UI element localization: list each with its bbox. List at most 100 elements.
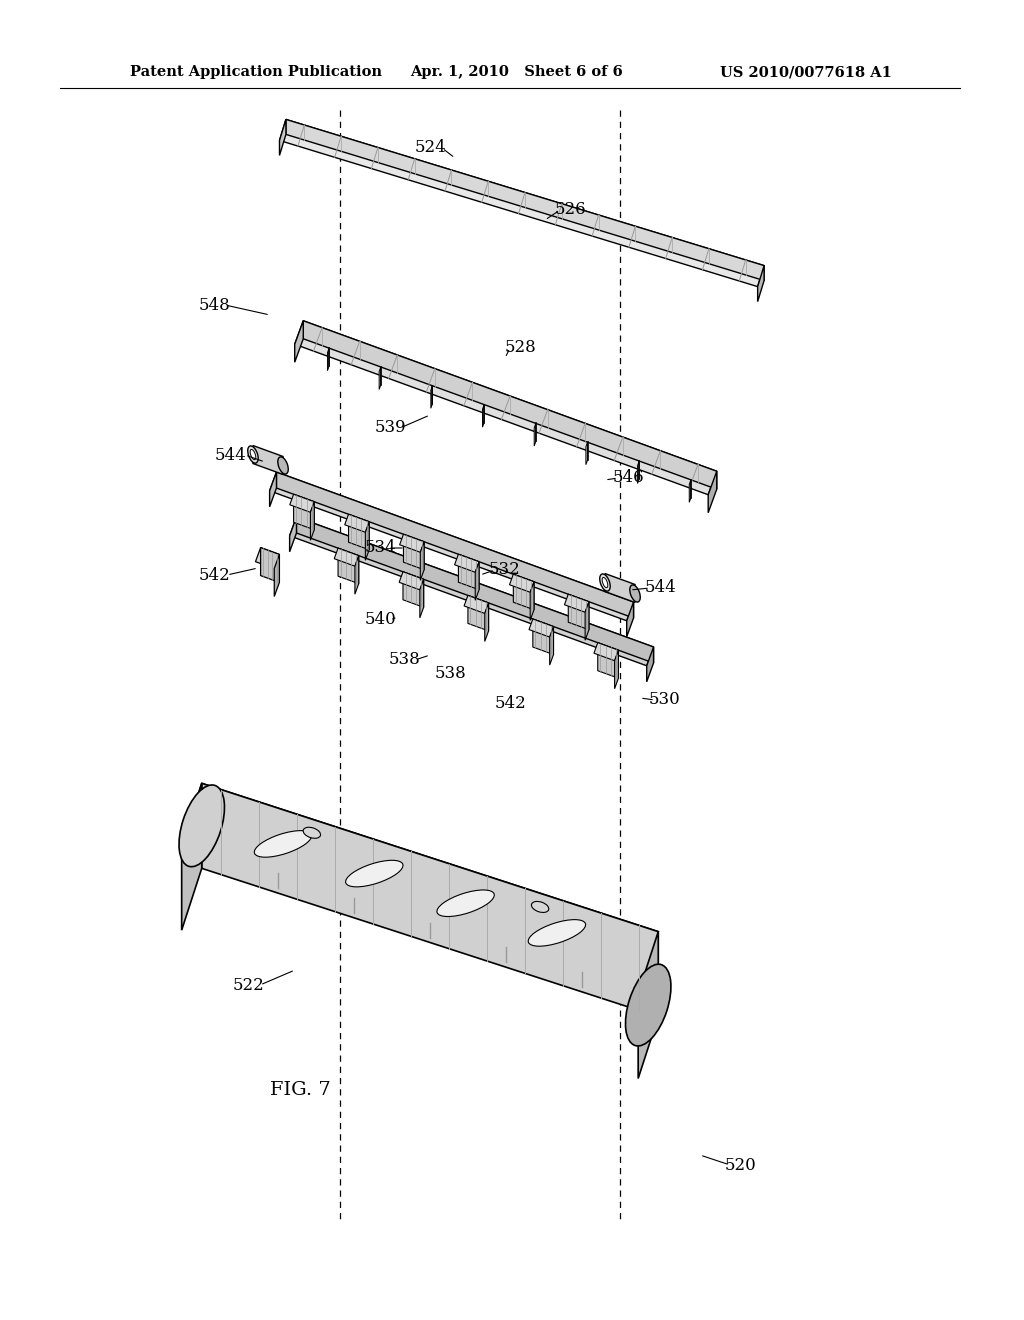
Polygon shape xyxy=(310,502,314,540)
Polygon shape xyxy=(689,480,691,503)
Polygon shape xyxy=(468,595,488,631)
Polygon shape xyxy=(260,548,280,582)
Text: 520: 520 xyxy=(724,1156,756,1173)
Polygon shape xyxy=(627,602,634,636)
Polygon shape xyxy=(334,548,358,566)
Polygon shape xyxy=(255,548,280,569)
Text: 542: 542 xyxy=(199,566,230,583)
Polygon shape xyxy=(276,473,634,618)
Ellipse shape xyxy=(346,861,403,887)
Text: Patent Application Publication: Patent Application Publication xyxy=(130,65,382,79)
Polygon shape xyxy=(269,473,634,620)
Polygon shape xyxy=(585,602,589,640)
Text: 528: 528 xyxy=(504,339,536,356)
Polygon shape xyxy=(586,442,588,465)
Ellipse shape xyxy=(179,785,224,867)
Ellipse shape xyxy=(250,449,256,459)
Polygon shape xyxy=(295,321,303,362)
Polygon shape xyxy=(459,554,479,590)
Polygon shape xyxy=(294,494,314,529)
Polygon shape xyxy=(564,594,589,612)
Text: 544: 544 xyxy=(214,446,246,463)
Polygon shape xyxy=(431,385,432,408)
Text: 540: 540 xyxy=(365,611,396,628)
Polygon shape xyxy=(379,367,381,389)
Polygon shape xyxy=(366,521,370,560)
Polygon shape xyxy=(295,321,717,495)
Text: 534: 534 xyxy=(365,540,396,557)
Polygon shape xyxy=(484,603,488,642)
Polygon shape xyxy=(403,535,424,570)
Polygon shape xyxy=(709,471,717,512)
Polygon shape xyxy=(482,405,484,428)
Ellipse shape xyxy=(626,964,671,1045)
Ellipse shape xyxy=(528,920,586,946)
Text: 548: 548 xyxy=(199,297,230,314)
Polygon shape xyxy=(475,562,479,601)
Text: 530: 530 xyxy=(649,692,681,709)
Ellipse shape xyxy=(531,902,549,912)
Polygon shape xyxy=(253,446,283,474)
Polygon shape xyxy=(269,473,276,507)
Polygon shape xyxy=(290,517,297,552)
Polygon shape xyxy=(510,574,534,593)
Ellipse shape xyxy=(248,446,258,463)
Text: US 2010/0077618 A1: US 2010/0077618 A1 xyxy=(720,65,892,79)
Ellipse shape xyxy=(278,457,289,474)
Polygon shape xyxy=(594,643,618,661)
Polygon shape xyxy=(647,647,653,681)
Polygon shape xyxy=(758,265,764,302)
Polygon shape xyxy=(550,627,554,665)
Ellipse shape xyxy=(600,574,610,591)
Polygon shape xyxy=(638,461,639,483)
Polygon shape xyxy=(455,554,479,573)
Text: 544: 544 xyxy=(644,579,676,597)
Ellipse shape xyxy=(254,830,311,857)
Polygon shape xyxy=(420,579,424,618)
Polygon shape xyxy=(181,783,202,931)
Polygon shape xyxy=(605,573,635,602)
Polygon shape xyxy=(464,595,488,614)
Text: FIG. 7: FIG. 7 xyxy=(269,1081,331,1100)
Polygon shape xyxy=(348,515,370,549)
Polygon shape xyxy=(530,582,534,620)
Polygon shape xyxy=(303,321,717,490)
Polygon shape xyxy=(355,556,358,594)
Polygon shape xyxy=(614,651,618,689)
Polygon shape xyxy=(403,572,424,607)
Text: 546: 546 xyxy=(612,470,644,487)
Polygon shape xyxy=(280,119,764,286)
Text: Apr. 1, 2010   Sheet 6 of 6: Apr. 1, 2010 Sheet 6 of 6 xyxy=(410,65,623,79)
Polygon shape xyxy=(568,594,589,630)
Polygon shape xyxy=(297,517,653,663)
Polygon shape xyxy=(638,932,658,1078)
Polygon shape xyxy=(328,348,329,371)
Polygon shape xyxy=(338,548,358,583)
Polygon shape xyxy=(598,643,618,678)
Ellipse shape xyxy=(602,577,608,587)
Text: 539: 539 xyxy=(374,420,406,437)
Text: 542: 542 xyxy=(495,694,526,711)
Text: 532: 532 xyxy=(489,561,521,578)
Text: 524: 524 xyxy=(414,140,445,157)
Text: 526: 526 xyxy=(554,202,586,219)
Polygon shape xyxy=(286,119,764,281)
Polygon shape xyxy=(420,541,424,581)
Polygon shape xyxy=(280,119,286,156)
Text: 538: 538 xyxy=(389,652,421,668)
Polygon shape xyxy=(399,535,424,552)
Polygon shape xyxy=(529,619,554,638)
Polygon shape xyxy=(202,783,658,1016)
Polygon shape xyxy=(181,783,658,994)
Ellipse shape xyxy=(630,585,640,602)
Polygon shape xyxy=(535,424,536,446)
Ellipse shape xyxy=(437,890,495,916)
Polygon shape xyxy=(274,554,280,597)
Polygon shape xyxy=(399,572,424,590)
Text: 538: 538 xyxy=(434,664,466,681)
Polygon shape xyxy=(345,515,370,532)
Polygon shape xyxy=(532,619,554,655)
Polygon shape xyxy=(290,494,314,512)
Text: 522: 522 xyxy=(232,977,264,994)
Ellipse shape xyxy=(303,828,321,838)
